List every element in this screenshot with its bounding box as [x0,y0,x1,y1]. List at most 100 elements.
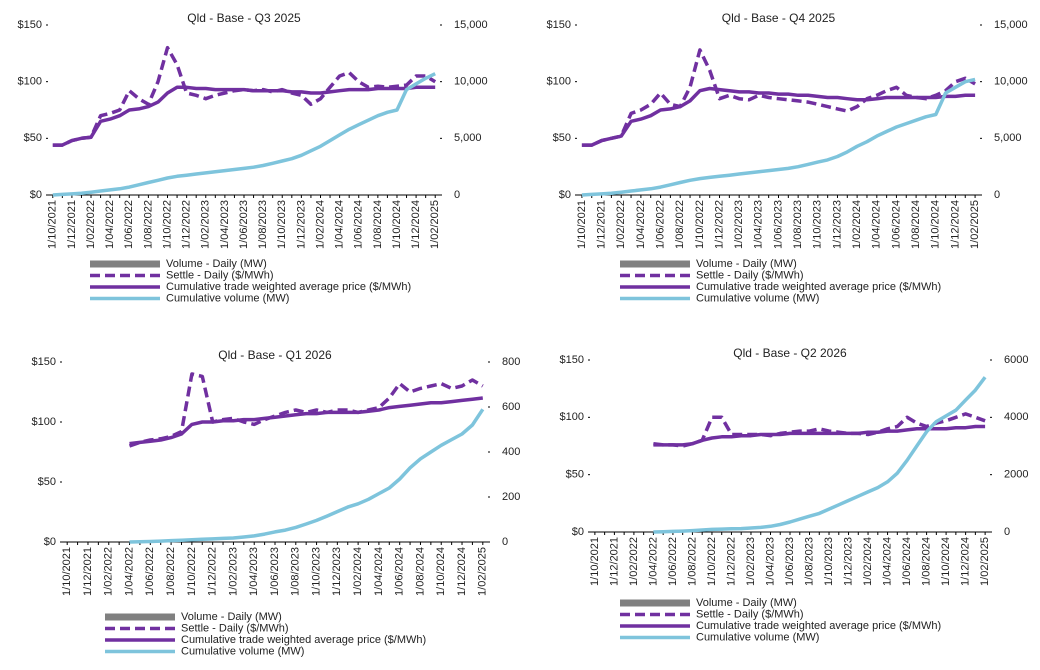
legend-label: Settle - Daily ($/MWh) [181,622,289,634]
x-tick-label: 1/02/2025 [979,537,991,586]
x-tick-label: 1/12/2021 [608,537,620,586]
y-tick-label: $100 [560,411,584,423]
x-tick-label: 1/10/2021 [61,547,73,596]
y-tick-label: $0 [572,526,584,538]
legend-label: Cumulative volume (MW) [166,292,289,304]
x-tick-label: 1/02/2023 [745,537,757,586]
y2-tick-label: 4000 [1004,411,1028,423]
x-tick-label: 1/02/2023 [733,200,745,249]
legend-label: Cumulative volume (MW) [696,631,819,643]
series-line [52,72,436,197]
x-tick-label: 1/04/2023 [753,200,765,249]
x-tick-label: 1/06/2024 [901,537,913,586]
x-tick-label: 1/10/2024 [940,537,952,586]
x-tick-label: 1/06/2024 [890,200,902,249]
x-tick-label: 1/04/2024 [871,200,883,249]
x-tick-label: 1/12/2021 [66,200,78,249]
y2-tick-label: 0 [502,536,508,548]
x-tick-label: 1/10/2023 [310,547,322,596]
y-tick-label: $50 [38,476,56,488]
x-tick-label: 1/06/2022 [667,537,679,586]
x-tick-label: 1/08/2023 [290,547,302,596]
x-tick-label: 1/08/2023 [257,200,269,249]
x-tick-label: 1/12/2024 [960,537,972,586]
x-tick-label: 1/04/2024 [334,200,346,249]
y2-tick-label: 6000 [1004,354,1028,366]
x-tick-label: 1/08/2022 [686,537,698,586]
x-tick-label: 1/02/2022 [103,547,115,596]
chart-title: Qld - Base - Q4 2025 [722,11,836,25]
y2-tick-label: 0 [994,189,1000,201]
legend-label: Cumulative trade weighted average price … [696,281,941,293]
x-tick-label: 1/02/2024 [314,200,326,249]
y2-tick-label: 0 [454,189,460,201]
y-tick-label: $150 [547,19,571,31]
x-tick-label: 1/12/2023 [331,547,343,596]
x-tick-label: 1/12/2024 [456,547,468,596]
y-tick-label: $150 [32,356,56,368]
y-tick-label: $50 [553,132,571,144]
legend-label: Volume - Daily (MW) [696,597,797,609]
x-tick-label: 1/12/2022 [207,547,219,596]
x-tick-label: 1/08/2022 [674,200,686,249]
x-tick-label: 1/12/2021 [82,547,94,596]
y-tick-label: $150 [560,354,584,366]
x-tick-label: 1/06/2022 [144,547,156,596]
x-tick-label: 1/02/2025 [477,547,489,596]
x-tick-label: 1/04/2023 [248,547,260,596]
x-tick-label: 1/10/2022 [694,200,706,249]
x-tick-label: 1/06/2023 [238,200,250,249]
x-tick-label: 1/06/2023 [269,547,281,596]
legend-swatch [620,260,690,268]
x-tick-label: 1/06/2024 [353,200,365,249]
x-tick-label: 1/02/2024 [851,200,863,249]
y-tick-label: $100 [547,76,571,88]
legend-label: Volume - Daily (MW) [166,258,267,270]
x-tick-label: 1/08/2023 [803,537,815,586]
x-tick-label: 1/08/2024 [414,547,426,596]
x-tick-label: 1/08/2022 [165,547,177,596]
x-tick-label: 1/02/2025 [969,200,981,249]
y2-tick-label: 15,000 [994,19,1028,31]
x-tick-label: 1/10/2022 [161,200,173,249]
x-tick-label: 1/02/2022 [628,537,640,586]
x-tick-label: 1/10/2022 [706,537,718,586]
legend-swatch [105,613,175,621]
series-line [653,412,986,448]
y-tick-label: $100 [18,76,42,88]
legend-label: Settle - Daily ($/MWh) [696,608,804,620]
legend-swatch [90,260,160,268]
x-tick-label: 1/04/2022 [647,537,659,586]
x-tick-label: 1/10/2021 [576,200,588,249]
legend-label: Cumulative trade weighted average price … [696,620,941,632]
legend-label: Cumulative trade weighted average price … [166,281,411,293]
series-line [581,86,976,147]
x-tick-label: 1/04/2022 [123,547,135,596]
x-tick-label: 1/08/2024 [372,200,384,249]
x-tick-label: 1/06/2022 [654,200,666,249]
x-tick-label: 1/12/2023 [295,200,307,249]
x-tick-label: 1/02/2023 [227,547,239,596]
x-tick-label: 1/08/2023 [792,200,804,249]
x-tick-label: 1/12/2024 [410,200,422,249]
y2-tick-label: 2000 [1004,469,1028,481]
x-tick-label: 1/06/2022 [123,200,135,249]
series-line [128,372,484,448]
x-tick-label: 1/04/2022 [635,200,647,249]
legend-label: Cumulative volume (MW) [181,645,304,657]
x-tick-label: 1/04/2023 [219,200,231,249]
x-tick-label: 1/06/2023 [784,537,796,586]
y2-tick-label: 200 [502,491,520,503]
y2-tick-label: 10,000 [454,76,488,88]
chart-title: Qld - Base - Q3 2025 [187,11,301,25]
series-line [653,376,987,534]
series-line [581,77,976,197]
x-tick-label: 1/04/2024 [373,547,385,596]
y-tick-label: $0 [30,189,42,201]
legend-label: Cumulative trade weighted average price … [181,634,426,646]
y2-tick-label: 600 [502,401,520,413]
y-tick-label: $50 [24,132,42,144]
y2-tick-label: 0 [1004,526,1010,538]
chart-title: Qld - Base - Q2 2026 [733,346,847,360]
